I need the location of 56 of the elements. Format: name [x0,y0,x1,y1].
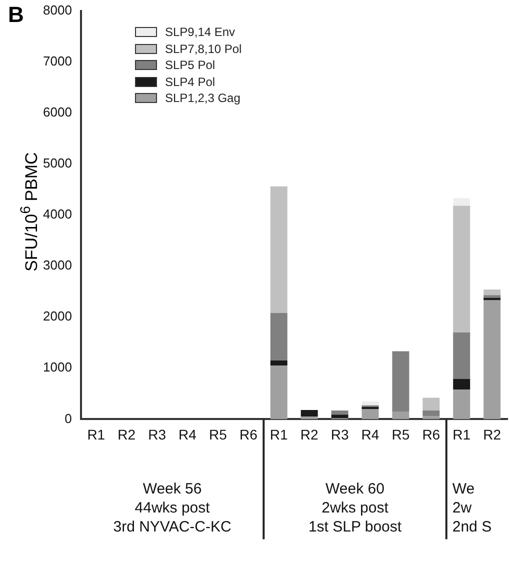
x-tick-label: R3 [148,426,166,442]
bar [453,332,470,379]
bar [300,410,318,417]
bar [300,416,318,420]
x-tick-label: R2 [300,426,318,442]
text: Week 60 2wks post 1st SLP boost [308,480,402,536]
legend-label: SLP5 Pol [165,58,216,72]
y-tick-label: 5000 [43,156,72,171]
bar [484,300,501,420]
text: We 2w 2nd S [452,480,492,536]
legend-label: SLP7,8,10 Pol [165,42,242,56]
x-tick-label: R6 [239,426,258,442]
bar [392,351,410,412]
bar [270,360,288,366]
bar [422,416,440,420]
bar [453,390,470,420]
x-tick-label: R5 [209,426,228,442]
legend-label: SLP9,14 Env [165,25,236,40]
bar [484,290,501,296]
bar [392,412,410,420]
y-tick-label: 4000 [43,206,72,222]
y-tick-label: 0 [64,410,72,426]
bar [453,378,470,390]
x-tick-label: R6 [422,426,440,442]
bar [422,410,440,416]
x-tick-label: R1 [87,426,106,442]
bar [331,414,348,418]
legend-label: SLP1,2,3 Gag [165,91,240,106]
bar [270,313,288,360]
y-tick-label: 8000 [43,2,72,18]
x-tick-label: R2 [483,426,502,442]
x-tick-label: R2 [118,426,136,442]
bar [484,295,501,298]
y-tick-label: 2000 [43,308,72,324]
x-tick-label: R5 [392,426,410,442]
bar [270,366,288,420]
bar [484,298,501,300]
bar [453,198,470,206]
y-tick-label: 1000 [43,360,72,375]
text: Week 56 44wks post 3rd NYVAC-C-KC [113,480,232,536]
bar [270,186,288,314]
chart-title: B [8,2,24,28]
x-tick-label: R3 [330,426,349,442]
x-tick-label: R4 [178,426,197,442]
bar [453,206,470,332]
x-tick-label: R1 [452,426,471,442]
x-tick-label: R1 [270,426,288,442]
bar [331,410,348,415]
bar [422,398,440,411]
y-tick-label: 6000 [43,104,72,120]
y-tick-label: 3000 [43,258,72,273]
x-tick-label: R4 [361,426,380,442]
bar [362,401,379,406]
legend-label: SLP4 Pol [165,74,216,89]
bar [362,408,379,420]
y-tick-label: 7000 [43,53,72,68]
